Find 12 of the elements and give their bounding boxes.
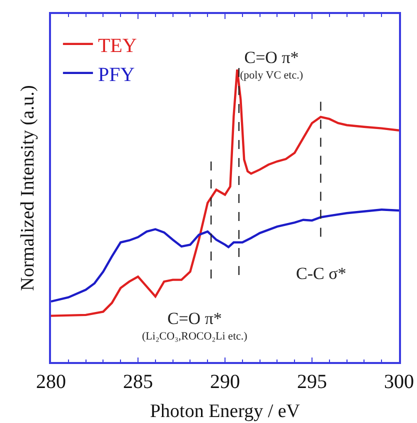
x-tick-label: 300 xyxy=(384,370,414,393)
x-axis-title: Photon Energy / eV xyxy=(150,401,300,422)
ref-line-label: C-C σ* xyxy=(296,264,346,283)
ref-line-label: C=O π* (Li₂CO₃,ROCO₂Li etc.) xyxy=(142,309,248,343)
y-axis-title: Normalized Intensity (a.u.) xyxy=(18,85,39,291)
legend-label: PFY xyxy=(98,64,135,86)
x-tick-label: 280 xyxy=(36,370,66,393)
legend-label: TEY xyxy=(98,34,137,57)
x-tick-label: 295 xyxy=(297,370,327,393)
ref-line-label: C=O π* (poly VC etc.) xyxy=(240,48,304,82)
x-tick-label: 285 xyxy=(123,370,153,393)
x-tick-label: 290 xyxy=(210,370,240,393)
